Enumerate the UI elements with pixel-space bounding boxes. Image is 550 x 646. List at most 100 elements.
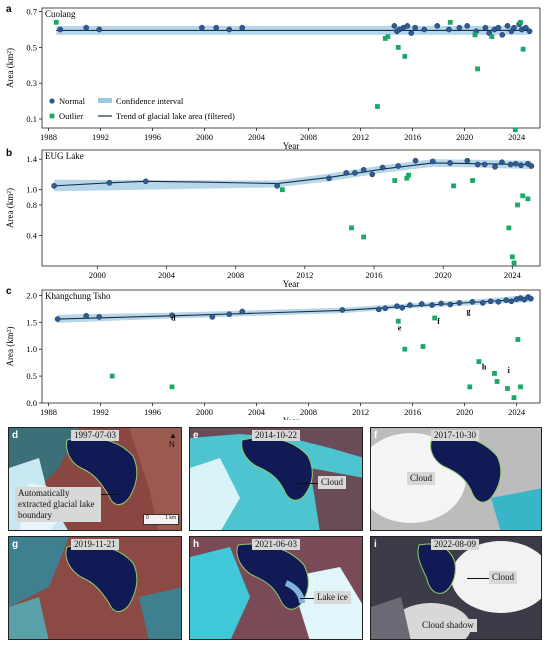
y-tick-label: 1.0	[26, 344, 37, 354]
normal-point	[57, 26, 64, 33]
x-axis-label: Year	[283, 141, 300, 151]
normal-point	[83, 24, 90, 31]
outlier-point	[109, 373, 115, 379]
normal-point	[343, 170, 350, 176]
cloud-label: Cloud	[318, 476, 347, 489]
panel-letter: b	[6, 148, 12, 159]
chart-panel-a: a Cuolang 1988 1992 1996 2000 2004 2008 2012 2016…	[5, 4, 541, 151]
x-axis-label: Year	[283, 279, 300, 289]
image-panel-d: d 1997-07-03 ▲ N Automatically extracted …	[8, 427, 182, 531]
outlier-point	[279, 187, 285, 193]
normal-point	[326, 175, 332, 182]
y-tick-label: 0.4	[26, 230, 37, 240]
image-date: 1997-07-03	[71, 430, 119, 441]
satellite-image-h	[190, 537, 362, 639]
x-tick-label: 2016	[366, 270, 383, 280]
scale-bar: 0 1 km	[143, 514, 179, 525]
normal-point	[499, 159, 505, 166]
north-label: N	[169, 440, 175, 449]
plot-frame	[41, 149, 541, 267]
x-axis-label: Year	[283, 416, 300, 420]
normal-point	[438, 300, 445, 307]
image-panel-i: i 2022-08-09 Cloud Cloud shadow	[370, 536, 542, 640]
image-panel-f: f 2017-10-30 Cloud	[370, 427, 542, 531]
satellite-image-g	[9, 537, 181, 639]
normal-point	[518, 162, 524, 169]
cloud-label: Cloud	[489, 571, 518, 584]
x-tick-label: 2008	[300, 407, 317, 417]
normal-point	[528, 295, 534, 302]
outlier-point	[395, 45, 401, 50]
normal-point	[199, 24, 205, 31]
outlier-point	[525, 196, 531, 202]
normal-point	[96, 314, 103, 320]
x-tick-label: 2012	[352, 132, 369, 142]
image-panel-h: h 2021-06-03 Lake ice	[189, 536, 363, 640]
outlier-point	[447, 19, 453, 25]
normal-point	[482, 24, 489, 31]
normal-point	[352, 170, 358, 176]
legend-ci-swatch	[98, 98, 112, 103]
outlier-point	[420, 344, 426, 349]
y-tick-label: 0.5	[26, 371, 37, 381]
plot-frame	[41, 289, 541, 404]
legend-trend-label: Trend of glacial lake area (filtered)	[116, 111, 235, 121]
normal-point	[456, 300, 463, 306]
outlier-point	[402, 53, 408, 59]
normal-point	[429, 302, 435, 308]
normal-point	[375, 306, 382, 313]
normal-point	[522, 24, 529, 31]
x-tick-label: 2020	[456, 132, 473, 142]
outlier-point	[451, 183, 456, 189]
panel-letter: a	[6, 4, 12, 15]
normal-point	[83, 312, 90, 319]
normal-point	[54, 316, 61, 322]
lake-ice-label: Lake ice	[314, 591, 351, 604]
normal-point	[446, 26, 452, 33]
y-tick-label: 0.7	[26, 7, 37, 17]
outlier-point	[492, 371, 497, 376]
chart-figure: a Cuolang 1988 1992 1996 2000 2004 2008 2012 2016…	[5, 4, 541, 420]
x-tick-label: 1996	[144, 407, 161, 417]
point-annotation: e	[398, 323, 402, 332]
y-tick-label: 1.4	[26, 154, 37, 164]
normal-point	[447, 301, 454, 308]
outlier-point	[515, 202, 520, 208]
legend: Normal Outlier Confidence interval Trend of…	[49, 96, 235, 121]
y-axis-label: Area (km²)	[5, 48, 15, 88]
outlier-point	[375, 104, 380, 109]
image-letter: e	[193, 430, 199, 441]
normal-point	[434, 23, 441, 29]
normal-point	[369, 171, 376, 178]
x-tick-label: 2016	[404, 407, 421, 417]
normal-point	[429, 158, 436, 165]
outlier-point	[467, 384, 473, 390]
normal-point	[209, 314, 216, 320]
outlier-point	[489, 34, 495, 40]
normal-point	[499, 32, 506, 38]
normal-point	[495, 298, 502, 305]
normal-point	[511, 24, 517, 31]
normal-point	[379, 164, 386, 171]
outlier-point	[511, 395, 517, 401]
x-tick-label: 2004	[158, 270, 176, 280]
scale-km: 1 km	[165, 515, 176, 521]
normal-point	[106, 179, 113, 186]
normal-point	[504, 23, 511, 29]
normal-point	[142, 178, 149, 185]
outlier-point	[406, 172, 411, 178]
normal-point	[399, 304, 406, 311]
normal-point	[464, 157, 471, 164]
normal-point	[169, 312, 175, 319]
normal-point	[226, 311, 233, 318]
outlier-point	[404, 175, 410, 181]
legend-normal-label: Normal	[59, 96, 86, 106]
normal-point	[481, 161, 488, 168]
confidence-band	[54, 159, 532, 192]
x-tick-label: 2020	[456, 407, 473, 417]
scale-zero: 0	[146, 515, 149, 521]
x-tick-label: 1992	[92, 132, 109, 142]
outlier-point	[518, 384, 523, 390]
x-tick-label: 1992	[92, 407, 109, 417]
x-tick-label: 2012	[352, 407, 369, 417]
